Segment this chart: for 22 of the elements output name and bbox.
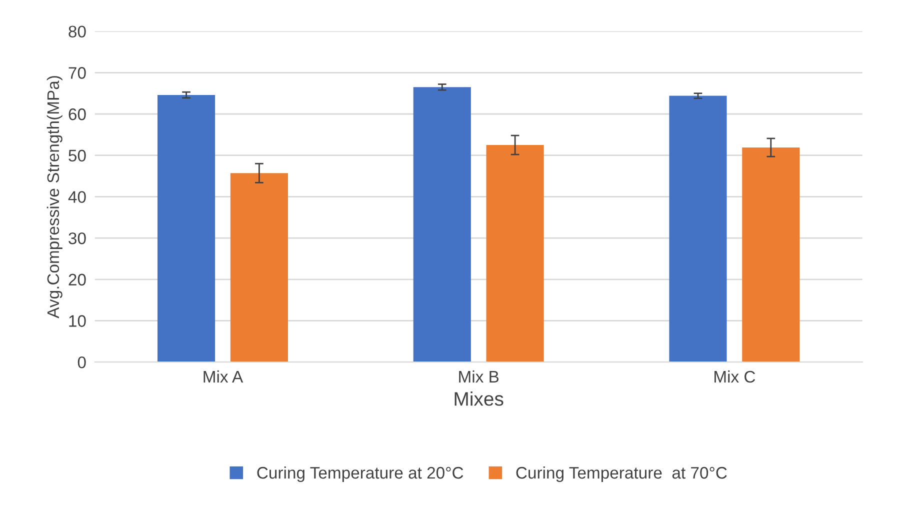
x-tick-label: Mix A: [204, 370, 244, 382]
bar: [230, 173, 288, 362]
y-axis-title: Avg.Compressive Strength(MPa): [46, 76, 62, 318]
y-tick-label: 60: [68, 108, 86, 120]
bar: [158, 94, 216, 362]
y-tick-label: 80: [68, 26, 86, 38]
x-tick-label: Mix C: [714, 370, 756, 383]
y-tick-label: 70: [68, 67, 86, 79]
y-tick-label: 0: [78, 356, 86, 368]
bar: [742, 147, 800, 362]
bar: [486, 145, 544, 362]
x-tick-label: Mix B: [459, 370, 499, 382]
y-tick-label: 10: [69, 315, 86, 327]
legend-label: Curing Temperature at 70°C: [516, 466, 727, 482]
y-tick-label: 50: [68, 150, 86, 162]
legend-label: Curing Temperature at 20°C: [257, 466, 464, 482]
x-axis-title: Mixes: [454, 392, 504, 406]
y-tick-label: 20: [68, 274, 86, 286]
y-tick-label: 30: [68, 232, 86, 244]
y-tick-label: 40: [68, 191, 86, 203]
bar: [413, 87, 471, 362]
bar: [669, 96, 727, 362]
